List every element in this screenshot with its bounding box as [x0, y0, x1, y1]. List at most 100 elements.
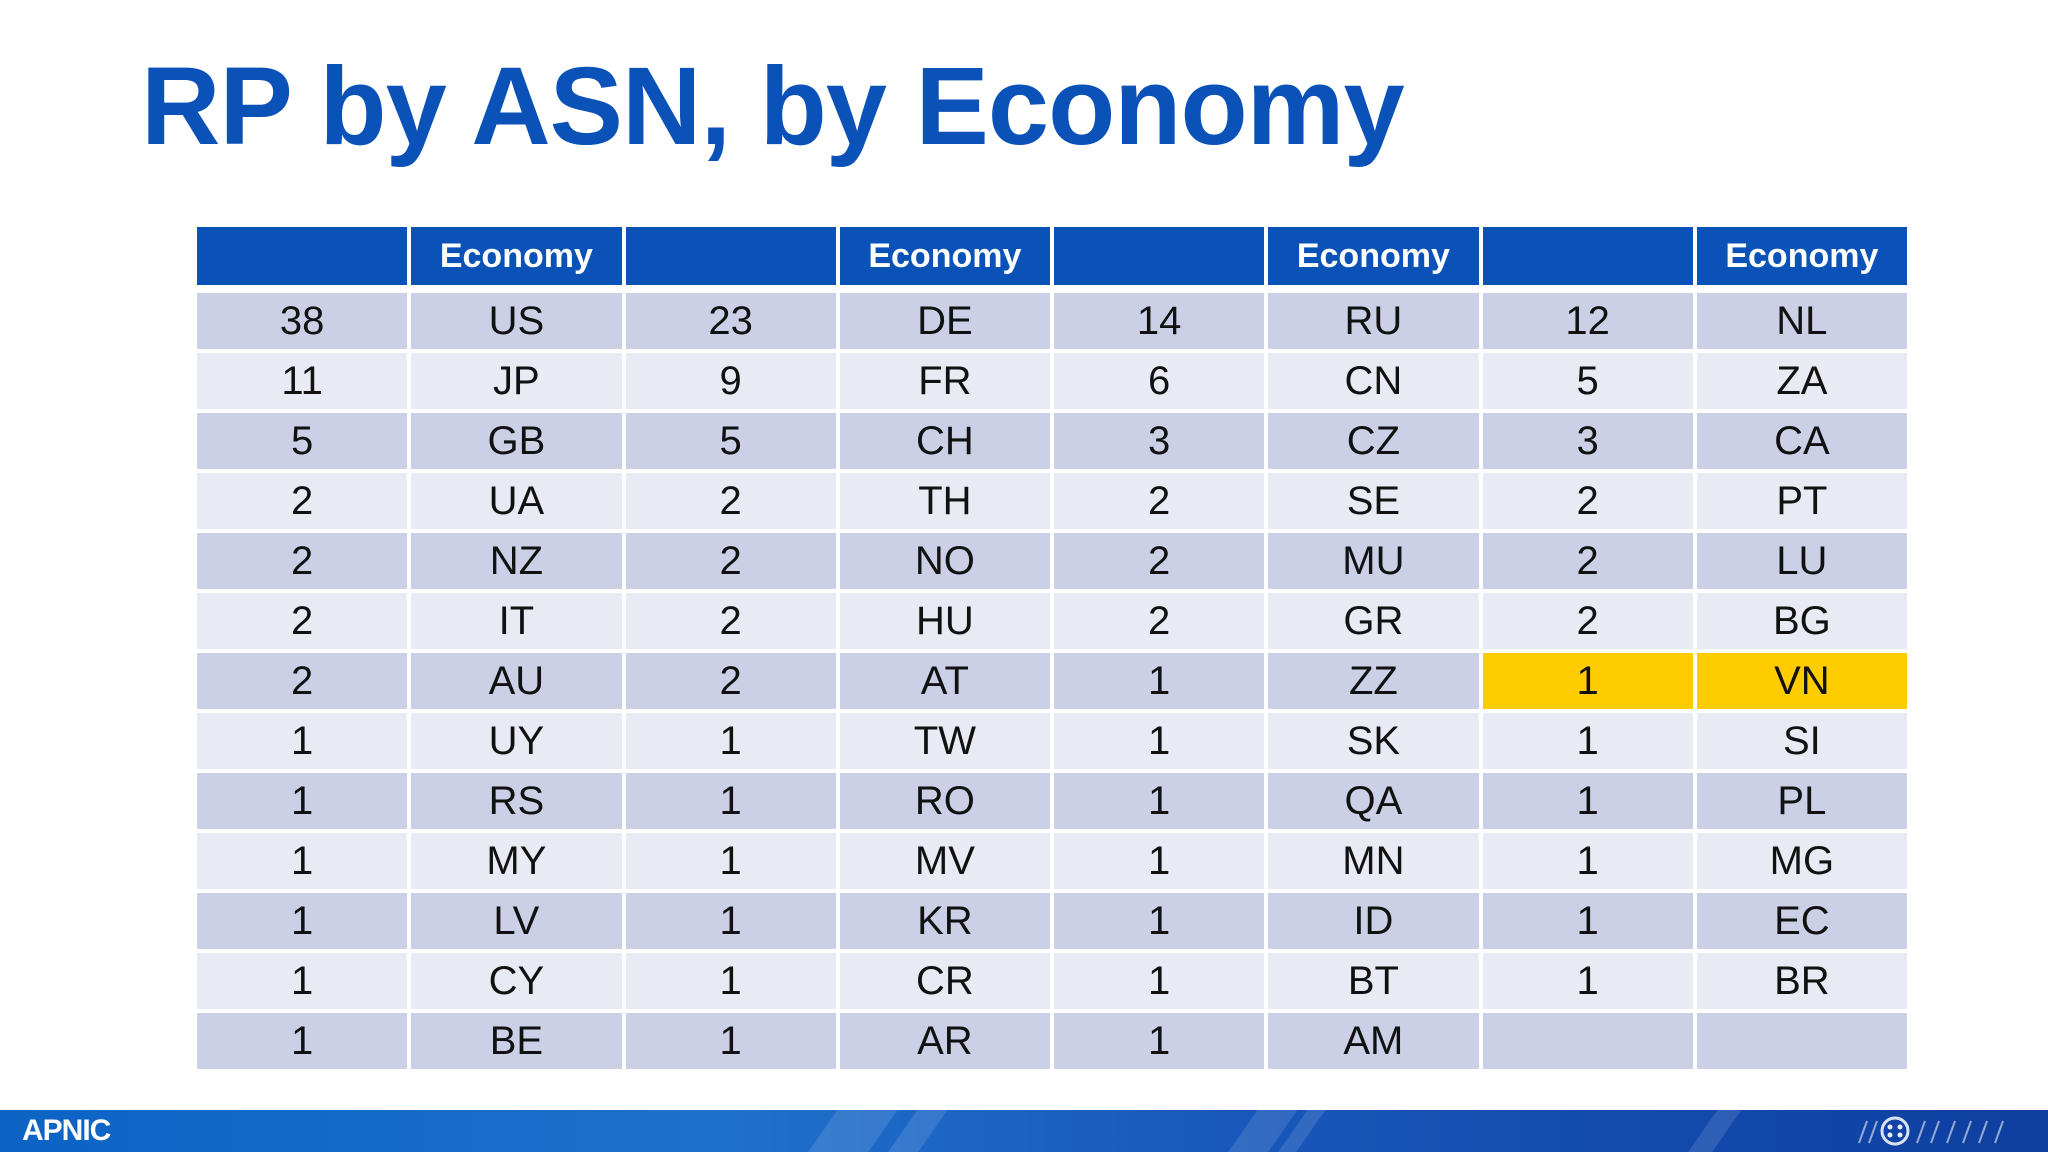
economy-cell: UY: [411, 713, 622, 769]
footer-bar: APNIC: [0, 1110, 2048, 1152]
column-header-count: [625, 227, 836, 285]
economy-cell: CZ: [1268, 413, 1479, 469]
economy-cell: SI: [1696, 713, 1907, 769]
economy-cell: IT: [411, 593, 622, 649]
count-cell: 38: [197, 293, 408, 349]
column-header-economy: Economy: [1696, 227, 1907, 285]
count-cell: 1: [197, 713, 408, 769]
count-cell: 1: [625, 773, 836, 829]
count-cell: 2: [1054, 533, 1265, 589]
count-cell: 5: [625, 413, 836, 469]
count-cell: 6: [1054, 353, 1265, 409]
economy-cell: NZ: [411, 533, 622, 589]
economy-cell: MY: [411, 833, 622, 889]
count-cell: 1: [1482, 653, 1693, 709]
economy-cell: UA: [411, 473, 622, 529]
count-cell: 1: [197, 1013, 408, 1069]
count-cell: 2: [625, 533, 836, 589]
count-cell: 1: [1054, 833, 1265, 889]
economy-cell: ZZ: [1268, 653, 1479, 709]
count-cell: 5: [197, 413, 408, 469]
economy-cell: VN: [1696, 653, 1907, 709]
count-cell: 2: [197, 653, 408, 709]
economy-cell: ZA: [1696, 353, 1907, 409]
column-header-economy: Economy: [839, 227, 1050, 285]
slide-title: RP by ASN, by Economy: [141, 45, 1405, 168]
count-cell: 2: [197, 473, 408, 529]
count-cell: 3: [1482, 413, 1693, 469]
economy-cell: AR: [839, 1013, 1050, 1069]
economy-cell: AT: [839, 653, 1050, 709]
economy-cell: AU: [411, 653, 622, 709]
economy-cell: NO: [839, 533, 1050, 589]
economy-cell: ID: [1268, 893, 1479, 949]
economy-cell: CA: [1696, 413, 1907, 469]
count-cell: 1: [1054, 1013, 1265, 1069]
count-cell: 1: [197, 893, 408, 949]
count-cell: 1: [1054, 893, 1265, 949]
count-cell: 1: [625, 953, 836, 1009]
count-cell: 3: [1054, 413, 1265, 469]
economy-cell: GR: [1268, 593, 1479, 649]
economy-cell: CR: [839, 953, 1050, 1009]
economy-cell: GB: [411, 413, 622, 469]
count-cell: 12: [1482, 293, 1693, 349]
economy-cell: MV: [839, 833, 1050, 889]
economy-cell: AM: [1268, 1013, 1479, 1069]
count-cell: 11: [197, 353, 408, 409]
economy-cell: RU: [1268, 293, 1479, 349]
count-cell: 1: [625, 893, 836, 949]
count-cell: 23: [625, 293, 836, 349]
count-cell: 1: [197, 773, 408, 829]
count-cell: 2: [1482, 533, 1693, 589]
economy-cell: SE: [1268, 473, 1479, 529]
column-header-count: [1482, 227, 1693, 285]
count-cell: 2: [1482, 473, 1693, 529]
count-cell: 1: [1054, 773, 1265, 829]
economy-cell: SK: [1268, 713, 1479, 769]
economy-cell: RO: [839, 773, 1050, 829]
economy-cell: KR: [839, 893, 1050, 949]
economy-cell: DE: [839, 293, 1050, 349]
count-cell: 2: [197, 593, 408, 649]
economy-cell: CH: [839, 413, 1050, 469]
column-header-economy: Economy: [411, 227, 622, 285]
economy-cell: MU: [1268, 533, 1479, 589]
economy-cell: CN: [1268, 353, 1479, 409]
count-cell: 1: [1482, 773, 1693, 829]
count-cell: 9: [625, 353, 836, 409]
count-cell: 2: [197, 533, 408, 589]
count-cell: 5: [1482, 353, 1693, 409]
count-cell: 2: [625, 473, 836, 529]
economy-cell: BG: [1696, 593, 1907, 649]
economy-cell: NL: [1696, 293, 1907, 349]
count-cell: 14: [1054, 293, 1265, 349]
economy-cell: PL: [1696, 773, 1907, 829]
count-cell: 1: [1482, 713, 1693, 769]
count-cell: 1: [1054, 713, 1265, 769]
count-cell: 2: [625, 593, 836, 649]
count-cell: 1: [625, 833, 836, 889]
economy-cell: HU: [839, 593, 1050, 649]
economy-cell: RS: [411, 773, 622, 829]
count-cell: 1: [1482, 953, 1693, 1009]
column-header-economy: Economy: [1268, 227, 1479, 285]
economy-cell: LV: [411, 893, 622, 949]
count-cell: 1: [625, 1013, 836, 1069]
apnic-network-mark-icon: [1858, 1116, 2004, 1146]
economy-cell: US: [411, 293, 622, 349]
economy-cell: CY: [411, 953, 622, 1009]
economy-cell: TH: [839, 473, 1050, 529]
count-cell: 1: [1054, 653, 1265, 709]
count-cell: 2: [625, 653, 836, 709]
count-cell: 1: [197, 953, 408, 1009]
count-cell: 2: [1054, 473, 1265, 529]
count-cell: 1: [197, 833, 408, 889]
count-cell: 1: [1054, 953, 1265, 1009]
count-cell: 1: [625, 713, 836, 769]
apnic-logo: APNIC: [22, 1114, 111, 1147]
count-cell: [1482, 1013, 1693, 1069]
economy-cell: EC: [1696, 893, 1907, 949]
economy-cell: LU: [1696, 533, 1907, 589]
economy-cell: BR: [1696, 953, 1907, 1009]
